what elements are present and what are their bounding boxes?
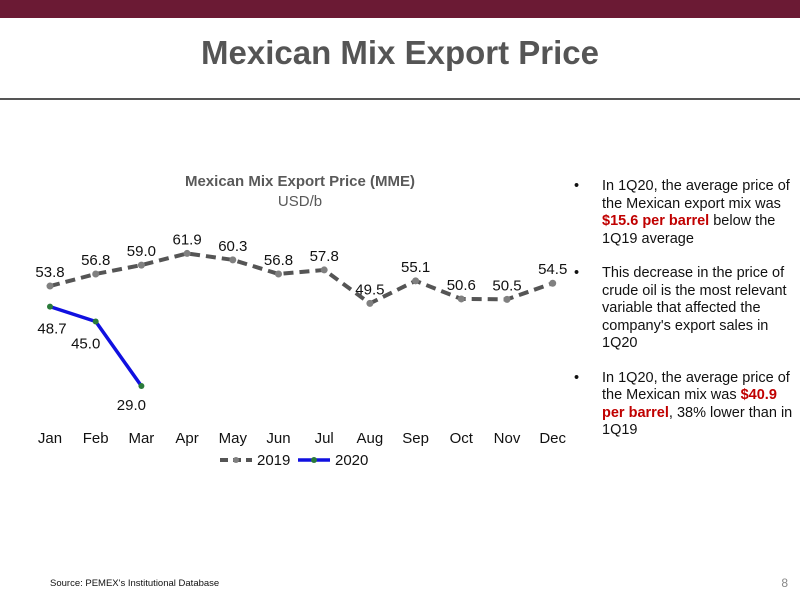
point-2020-Jan [47, 303, 53, 310]
top-brand-bar [0, 0, 800, 18]
point-2019-Mar [137, 261, 145, 269]
x-tick-Oct: Oct [450, 430, 474, 447]
data-label-2019-Aug: 49.5 [355, 281, 384, 298]
note-text: , 38% lower than in 1Q19 [602, 404, 793, 439]
data-label-2019-Apr: 61.9 [172, 231, 201, 248]
series-line-2019 [49, 251, 554, 306]
x-tick-Sep: Sep [402, 430, 429, 447]
point-2019-Jul [320, 266, 328, 274]
note-item: • In 1Q20, the average price of the Mexic… [568, 178, 793, 248]
source-note: Source: PEMEX's Institutional Database [50, 578, 220, 589]
x-tick-Jul: Jul [315, 430, 334, 447]
data-label-2019-May: 60.3 [218, 238, 247, 255]
point-2019-Jan [46, 282, 54, 290]
legend-label-2020: 2020 [335, 452, 368, 469]
x-tick-Feb: Feb [83, 430, 109, 447]
data-label-2019-Feb: 56.8 [81, 252, 110, 269]
bullet-icon: • [574, 178, 580, 194]
point-2019-May [229, 256, 237, 264]
data-label-2019-Oct: 50.6 [447, 277, 476, 294]
title-divider [0, 98, 800, 100]
x-tick-Aug: Aug [357, 430, 384, 447]
point-2020-Feb [92, 318, 99, 325]
x-tick-May: May [219, 430, 248, 447]
note-item: • In 1Q20, the average price of the Mexic… [568, 370, 793, 440]
data-label-2019-Jan: 53.8 [35, 264, 64, 281]
x-tick-Apr: Apr [175, 430, 198, 447]
data-label-2019-Dec: 54.5 [538, 261, 567, 278]
highlighted-value: $40.9 per barrel [602, 387, 777, 421]
point-2019-Aug [366, 299, 374, 307]
x-tick-Jan: Jan [38, 430, 62, 447]
point-2019-Oct [457, 295, 465, 303]
note-item: • This decrease in the price of crude oil… [568, 265, 793, 353]
point-2019-Sep [412, 277, 420, 285]
point-2019-Feb [92, 270, 100, 278]
x-tick-Dec: Dec [539, 430, 566, 447]
legend-label-2019: 2019 [257, 452, 290, 469]
note-text: In 1Q20, the average price of the Mexica… [602, 178, 790, 212]
bullet-icon: • [574, 265, 580, 281]
legend-marker-2020 [311, 457, 317, 463]
line-chart: 53.8 56.8 59.0 61.9 60.3 56.8 57.8 49.5 55.1 50.6… [35, 231, 567, 469]
point-2019-Apr [183, 249, 191, 257]
note-text: In 1Q20, the average price of the Mexica… [602, 369, 790, 404]
point-2019-Nov [503, 295, 511, 303]
chart-subtitle: USD/b [277, 193, 323, 210]
x-tick-Nov: Nov [494, 430, 521, 447]
data-label-2019-Mar: 59.0 [127, 243, 156, 260]
data-label-2020-Feb: 45.0 [71, 336, 100, 353]
point-2020-Mar [138, 383, 145, 389]
note-text: This decrease in the price of crude oil … [602, 265, 787, 351]
page-number: 8 [781, 576, 788, 590]
x-tick-Jun: Jun [266, 430, 290, 447]
data-label-2019-Jul: 57.8 [310, 248, 339, 265]
chart-title: Mexican Mix Export Price (MME) [184, 173, 416, 190]
bullet-icon: • [574, 369, 580, 386]
highlighted-value: $15.6 per barrel [602, 213, 710, 229]
legend-marker-2019 [233, 457, 239, 463]
point-2019-Dec [549, 279, 557, 287]
data-label-2020-Jan: 48.7 [37, 321, 66, 338]
data-label-2019-Jun: 56.8 [264, 252, 293, 269]
point-2019-Jun [275, 270, 282, 278]
data-label-2019-Nov: 50.5 [492, 277, 521, 294]
page-title: Mexican Mix Export Price [201, 34, 599, 71]
notes-list: • In 1Q20, the average price of the Mexic… [568, 178, 793, 457]
data-label-2019-Sep: 55.1 [401, 259, 430, 276]
data-label-2020-Mar: 29.0 [117, 397, 146, 414]
note-text: below the 1Q19 average [602, 213, 776, 247]
x-tick-Mar: Mar [128, 430, 154, 447]
